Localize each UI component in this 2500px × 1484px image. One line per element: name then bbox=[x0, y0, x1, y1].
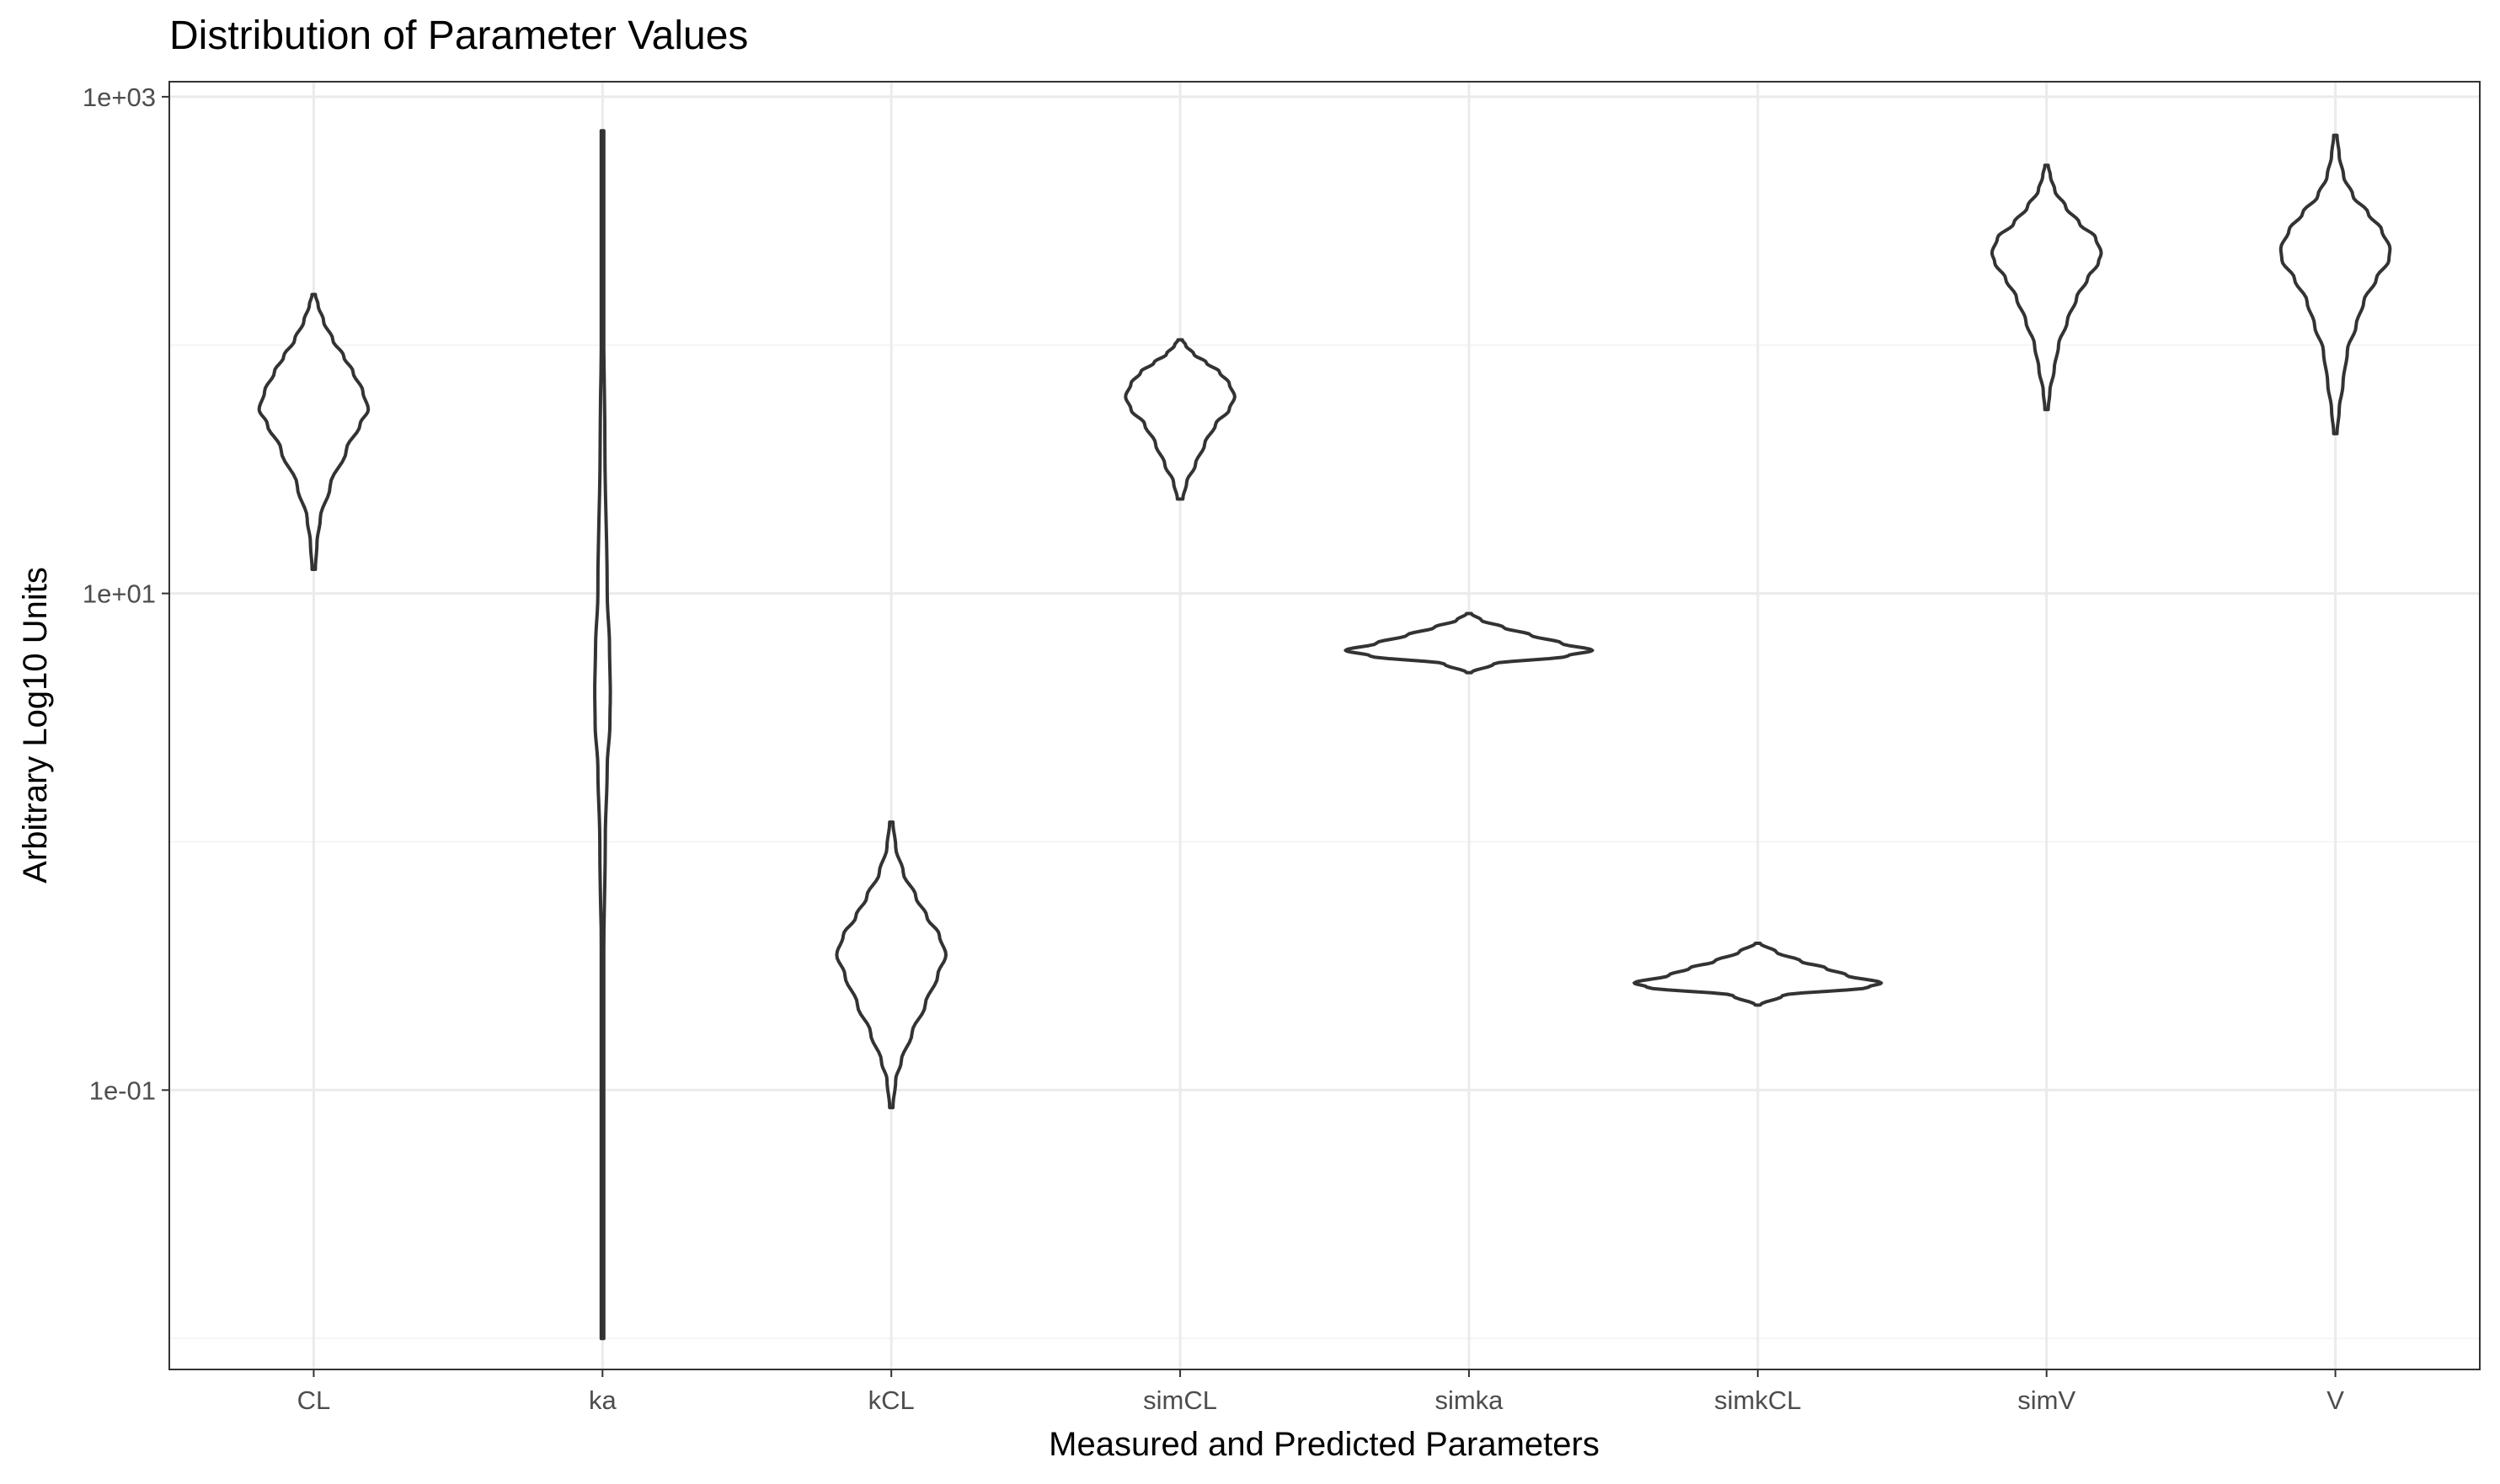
violin-simcl bbox=[1124, 338, 1237, 501]
y-tick-label: 1e+03 bbox=[83, 83, 156, 112]
x-tick-label: kCL bbox=[868, 1385, 915, 1415]
y-axis: 1e-01 1e+01 1e+03 bbox=[83, 83, 169, 1105]
violin-simv bbox=[1990, 163, 2103, 412]
y-tick-label: 1e-01 bbox=[89, 1076, 156, 1105]
violin-simkcl bbox=[1632, 942, 1883, 1007]
violin-v bbox=[2278, 133, 2392, 435]
violin-group bbox=[257, 129, 2392, 1341]
plot-panel bbox=[168, 81, 2481, 1370]
gridlines bbox=[169, 82, 2480, 1369]
x-tick-label: simV bbox=[2017, 1385, 2075, 1415]
x-tick-label: simka bbox=[1434, 1385, 1504, 1415]
x-tick-label: simkCL bbox=[1714, 1385, 1801, 1415]
violin-cl bbox=[257, 292, 371, 572]
x-axis-title: Measured and Predicted Parameters bbox=[1049, 1426, 1600, 1463]
x-tick-label: simCL bbox=[1143, 1385, 1217, 1415]
x-tick-label: ka bbox=[589, 1385, 617, 1415]
violin-kcl bbox=[835, 820, 948, 1110]
y-axis-title: Arbitrary Log10 Units bbox=[17, 567, 54, 883]
chart-title: Distribution of Parameter Values bbox=[169, 13, 748, 58]
x-axis: CL ka kCL simCL simka simkCL simV V bbox=[297, 1369, 2344, 1415]
violin-simka bbox=[1343, 611, 1595, 675]
y-tick-label: 1e+01 bbox=[83, 579, 156, 609]
x-tick-label: CL bbox=[297, 1385, 331, 1415]
x-tick-label: V bbox=[2326, 1385, 2344, 1415]
violin-ka bbox=[593, 129, 612, 1341]
